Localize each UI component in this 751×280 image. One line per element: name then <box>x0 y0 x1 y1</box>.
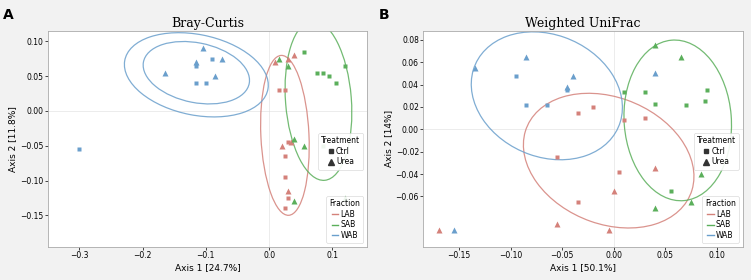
Y-axis label: Axis 2 [11.8%]: Axis 2 [11.8%] <box>8 106 17 172</box>
Title: Bray-Curtis: Bray-Curtis <box>171 17 244 30</box>
X-axis label: Axis 1 [24.7%]: Axis 1 [24.7%] <box>174 263 240 272</box>
Title: Weighted UniFrac: Weighted UniFrac <box>525 17 641 30</box>
Text: B: B <box>379 8 389 22</box>
Y-axis label: Axis 2 [14%]: Axis 2 [14%] <box>384 110 393 167</box>
Legend: LAB, SAB, WAB: LAB, SAB, WAB <box>327 196 363 243</box>
Legend: LAB, SAB, WAB: LAB, SAB, WAB <box>702 196 739 243</box>
Text: A: A <box>3 8 14 22</box>
X-axis label: Axis 1 [50.1%]: Axis 1 [50.1%] <box>550 263 616 272</box>
